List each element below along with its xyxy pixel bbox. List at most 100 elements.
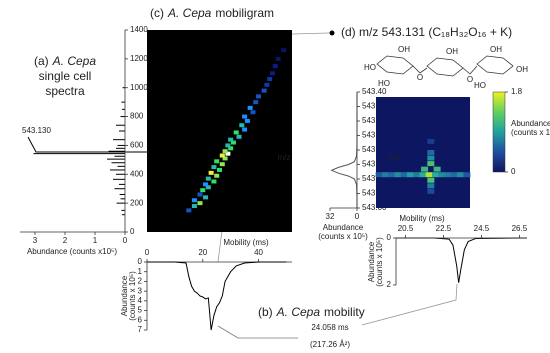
y-tick-label: 1200 [130,54,148,63]
x-tick-label: 20.5 [398,224,414,233]
axis-label: Mobility (ms) [223,238,269,247]
heatmap-cell [200,188,206,193]
annotation: 543.130 [22,126,51,135]
heatmap-cell [211,165,217,170]
panel-title: (a) A. Cepa [34,54,96,68]
x-tick-label: 26.5 [512,224,528,233]
x-tick-label: 3 [33,236,38,245]
sugar-ring [476,55,514,75]
glycosidic-bond [462,65,478,75]
title-part: A. Cepa [52,54,97,68]
y-tick-label: 400 [130,169,144,178]
heatmap-cell [225,151,231,156]
callout-dot [329,30,335,36]
x-tick-label: 1 [93,236,98,245]
x-tick-label: 0 [355,212,360,221]
panel-title: spectra [45,84,85,98]
y-tick-label: 543.05 [362,189,387,198]
heatmap-cell [214,159,220,164]
axis-label: Mobility (ms) [399,214,445,223]
heatmap-cell [425,172,433,178]
y-tick-label: 800 [130,112,144,121]
colorbar-tick-label: 1.8 [511,87,523,96]
y-tick-label: 1000 [130,83,148,92]
axis-label: Abundance (counts x10⁵) [27,247,117,256]
axis-label: (counts x 10⁵) [318,232,368,241]
x-tick-label: 24.5 [474,224,490,233]
heatmap-cell [450,172,458,178]
x-tick-label: 40 [254,248,263,257]
title-part: (c) [150,6,164,20]
annotation: (217.26 Å²) [310,340,350,349]
heatmap-cell [400,172,408,178]
heatmap-cell [381,172,389,178]
heatmap-cell [203,195,209,200]
y-tick-label: 543.00 [362,203,387,212]
heatmap-cell [219,153,225,158]
trace-line [396,237,528,283]
title-part: (a) [34,54,49,68]
heatmap-cell [457,172,465,178]
heatmap-cell [427,161,435,167]
panel-title: single cell [39,69,92,83]
heatmap-cell [427,188,435,194]
heatmap-cell [214,173,220,178]
heatmap-cell [211,179,217,184]
heatmap-cell [242,114,248,119]
y-tick-label: 1 [138,267,143,276]
x-tick-label: 22.5 [436,224,452,233]
annotation: 24.058 ms [311,323,348,332]
heatmap-cell [222,156,228,161]
structure-label: HO [378,79,390,88]
title-part: mobiligram [215,6,274,20]
y-tick-label: 543.35 [362,102,387,111]
y-tick-label: 600 [130,141,144,150]
heatmap-cell [217,167,222,172]
heatmap-cell [250,110,256,115]
axis-label: m/z [278,153,291,162]
y-tick-label: 6 [138,315,143,324]
heatmap-cell [406,172,414,178]
structure-label: O [467,75,473,84]
heatmap-cell [230,140,236,145]
heatmap-cell [228,137,234,142]
axis-label: (counts x 10⁵) [375,237,384,287]
heatmap-background [376,97,470,208]
heatmap-cell [413,172,421,178]
title-part: (b) [258,305,273,319]
x-tick-label: 32 [326,212,335,221]
panel-title: (b) A. Cepa mobility [258,305,365,319]
y-tick-label: 543.30 [362,116,387,125]
heatmap-cell [427,183,435,189]
axis-label: m/z [389,153,402,162]
y-tick-label: 1400 [130,25,148,34]
connector [217,325,298,339]
colorbar [492,91,506,173]
y-tick-label: 4 [138,296,143,305]
structure-label: OH [516,65,528,74]
structure-label: HO [364,63,376,72]
heatmap-cell [438,172,446,178]
heatmap-cell [427,150,435,155]
structure-label: OH [490,45,502,54]
connector [361,283,458,326]
title-part: A. Cepa [276,305,321,319]
heatmap-cell [388,172,396,178]
structure-label: OH [446,47,458,56]
y-tick-label: 543.40 [362,87,387,96]
heatmap-cell [256,94,262,99]
heatmap-cell [394,172,402,178]
heatmap-cell [375,172,383,178]
heatmap-cell [269,71,275,76]
structure-label: OH [398,45,410,54]
title-part: A. Cepa [167,6,212,20]
heatmap-cell [419,172,427,178]
heatmap-cell [444,172,452,178]
heatmap-cell [427,177,435,183]
glycosidic-bond [412,65,428,74]
heatmap-cell [203,182,209,187]
heatmap-cell [432,172,440,178]
structure-label: O [417,73,423,82]
heatmap-cell [421,166,429,172]
